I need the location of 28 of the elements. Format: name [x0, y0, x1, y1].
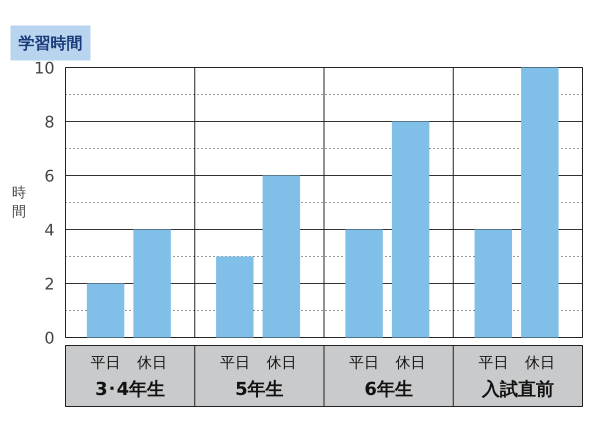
text: 平日: [478, 354, 508, 372]
bar: [474, 230, 512, 338]
text: 休日: [396, 354, 426, 372]
y-tick-label: 4: [44, 220, 55, 240]
chart-title: 学習時間: [18, 34, 82, 52]
text: 休日: [266, 354, 296, 372]
y-tick-label: 6: [44, 166, 55, 186]
y-tick-label: 10: [34, 58, 54, 78]
x-tick-label: 3･4年生: [95, 378, 166, 400]
y-tick-label: 2: [44, 274, 55, 294]
y-tick-label: 8: [44, 112, 55, 132]
bar: [216, 256, 254, 338]
y-axis-title: 時間: [12, 184, 26, 220]
bar: [345, 230, 383, 338]
x-tick-label: 入試直前: [480, 378, 554, 400]
bar: [392, 122, 430, 338]
text: 平日: [349, 354, 380, 372]
text: 平日: [220, 354, 250, 372]
bar: [521, 68, 559, 338]
bar: [262, 176, 300, 338]
series-label: 休日: [137, 354, 168, 372]
bar: [86, 284, 124, 338]
y-tick-label: 0: [44, 328, 55, 348]
bar: [133, 230, 171, 338]
x-tick-label: 6年生: [364, 378, 413, 400]
series-label: 平日: [90, 354, 121, 372]
text: 休日: [524, 354, 555, 372]
x-tick-label: 5年生: [235, 378, 284, 400]
